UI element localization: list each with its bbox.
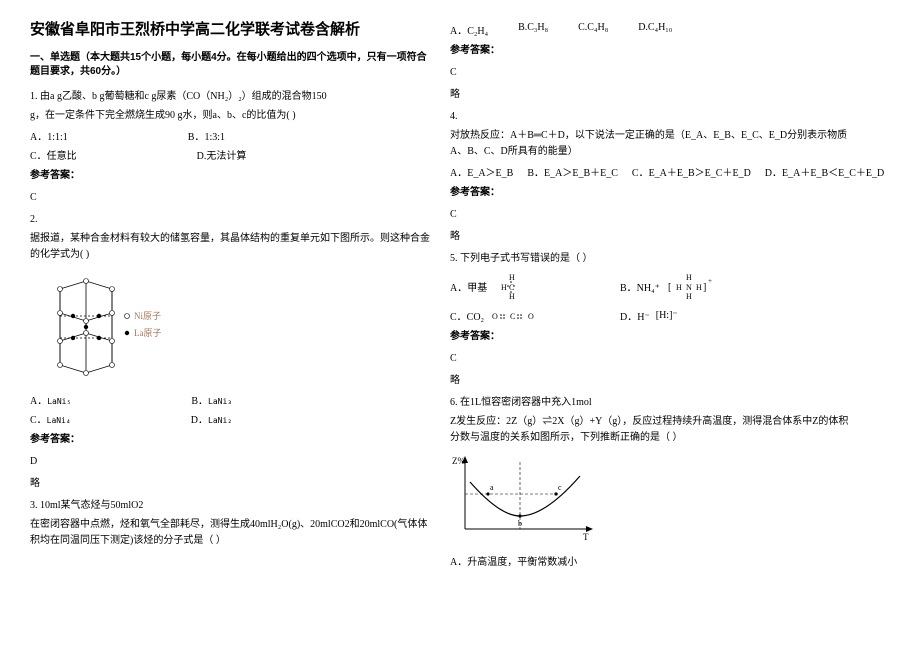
q2-opt-d-label: D．	[191, 415, 208, 426]
crystal-diagram: Ni原子 La原子	[30, 271, 430, 384]
svg-text:H: H	[509, 292, 515, 299]
right-column: A．C₂H₄ B.C₃H₈ C.C₄H₈ D.C₄H₁₀ 参考答案： C 略 4…	[440, 0, 880, 574]
svg-text:H: H	[686, 273, 692, 282]
q2-opt-a-label: A．	[30, 396, 47, 407]
legend-la: La原子	[134, 328, 162, 338]
q3-opt-b: B.C₃H₈	[518, 22, 548, 37]
q3-opt-d: D.C₄H₁₀	[638, 22, 672, 37]
q2-lue: 略	[30, 476, 430, 492]
q2-opt-b: LaNi₃	[208, 397, 232, 406]
q2-opt-b-label: B．	[191, 396, 208, 407]
q6-line2: Z发生反应：2Z（g）⇌2X（g）+Y（g），反应过程持续升高温度，测得混合体系…	[450, 414, 850, 446]
legend-ni: Ni原子	[134, 311, 161, 321]
q2-opt-c-label: C．	[30, 415, 47, 426]
q4-opt-b: B．E_A＞E_B＋E_C	[527, 164, 618, 179]
q2-opt-d: LaNi₂	[208, 416, 232, 425]
svg-text:O: O	[528, 312, 534, 321]
doc-title: 安徽省阜阳市王烈桥中学高二化学联考试卷含解析	[30, 18, 430, 39]
svg-text:O: O	[492, 312, 498, 321]
q4-num: 4.	[450, 109, 850, 125]
lewis-co2-icon: O C O	[490, 307, 538, 323]
q6-line1: 6. 在1L恒容密闭容器中充入1mol	[450, 395, 850, 411]
svg-text:C: C	[510, 312, 515, 321]
lewis-ch3-icon: H H C H	[493, 273, 529, 299]
q3-opt-a: A．C₂H₄	[450, 22, 488, 37]
q3-lue: 略	[450, 87, 850, 103]
q4-text: 对放热反应：A＋B═C＋D，以下说法一定正确的是（E_A、E_B、E_C、E_D…	[450, 128, 850, 160]
q2-opt-a: LaNi₅	[47, 397, 71, 406]
svg-text:[: [	[668, 282, 671, 293]
section-header: 一、单选题（本大题共15个小题，每小题4分。在每小题给出的四个选项中，只有一项符…	[30, 51, 430, 79]
answer-label-5: 参考答案：	[450, 329, 850, 345]
q5-opt-a: A．甲基	[450, 279, 487, 294]
q6-opt-a: A．升高温度，平衡常数减小	[450, 555, 850, 571]
q3-line2: 在密闭容器中点燃，烃和氧气全部耗尽，测得生成40mlH₂O(g)、20mlCO2…	[30, 517, 430, 549]
left-column: 安徽省阜阳市王烈桥中学高二化学联考试卷含解析 一、单选题（本大题共15个小题，每…	[0, 0, 440, 574]
answer-label-3: 参考答案：	[450, 43, 850, 59]
chart-pt-c: c	[558, 483, 562, 492]
q4-opt-a: A．E_A＞E_B	[450, 164, 513, 179]
curve-diagram: Z% T a b c	[450, 454, 850, 547]
q4-lue: 略	[450, 229, 850, 245]
lewis-nh4-icon: [ H H N H H ] +	[666, 273, 716, 299]
q1-line1: 1. 由a g乙酸、b g葡萄糖和c g尿素（CO（NH₂）₂）组成的混合物15…	[30, 89, 430, 105]
q5-lue: 略	[450, 373, 850, 389]
q1-opts-row2: C．任意比 D.无法计算	[30, 147, 430, 162]
q4-opt-d: D．E_A＋E_B＜E_C＋E_D	[765, 164, 884, 179]
q3-line1: 3. 10ml某气态烃与50mlO2	[30, 498, 430, 514]
q5-opt-d: D．H⁻	[620, 308, 650, 323]
q1-opt-b: B．1:3:1	[188, 128, 225, 143]
q5-opt-c: C．CO₂	[450, 308, 484, 323]
svg-text:N: N	[686, 283, 692, 292]
q4-opt-c: C．E_A＋E_B＞E_C＋E_D	[632, 164, 751, 179]
q1-opt-a: A．1:1:1	[30, 128, 68, 143]
svg-text:H: H	[696, 283, 702, 292]
chart-yaxis: Z%	[452, 456, 465, 466]
q4-opts: A．E_A＞E_B B．E_A＞E_B＋E_C C．E_A＋E_B＞E_C＋E_…	[450, 164, 850, 179]
q1-opt-c: C．任意比	[30, 147, 77, 162]
svg-text:]: ]	[703, 282, 706, 293]
q3-opt-c: C.C₄H₈	[578, 22, 608, 37]
answer-label-2: 参考答案：	[30, 432, 430, 448]
q1-opts-row1: A．1:1:1 B．1:3:1	[30, 128, 430, 143]
q1-line2: g，在一定条件下完全燃烧生成90 g水，则a、b、c的比值为( )	[30, 108, 430, 124]
q2-opts-row1: A．LaNi₅ B．LaNi₃	[30, 392, 430, 407]
answer-label: 参考答案：	[30, 168, 430, 184]
q2-opt-c: LaNi₄	[47, 416, 71, 425]
svg-text:H: H	[501, 283, 507, 292]
svg-text:C: C	[509, 283, 514, 292]
q5-opts: A．甲基 H H C H B．NH₄⁺ [ H H N H	[450, 273, 850, 323]
svg-text:H: H	[676, 283, 682, 292]
chart-xaxis: T	[583, 532, 589, 542]
q3-answer: C	[450, 65, 850, 81]
q5-opt-b: B．NH₄⁺	[620, 279, 660, 294]
chart-pt-b: b	[518, 519, 522, 528]
q5-text: 5. 下列电子式书写错误的是（ ）	[450, 251, 850, 267]
q2-answer: D	[30, 454, 430, 470]
svg-text:H: H	[686, 292, 692, 299]
svg-text:+: +	[708, 277, 712, 285]
q1-answer: C	[30, 190, 430, 206]
q3-opts: A．C₂H₄ B.C₃H₈ C.C₄H₈ D.C₄H₁₀	[450, 22, 850, 37]
q2-opts-row2: C．LaNi₄ D．LaNi₂	[30, 411, 430, 426]
answer-label-4: 参考答案：	[450, 185, 850, 201]
q2-text: 据报道，某种合金材料有较大的储氢容量，其晶体结构的重复单元如下图所示。则这种合金…	[30, 231, 430, 263]
svg-text:H: H	[509, 273, 515, 282]
q4-answer: C	[450, 207, 850, 223]
chart-pt-a: a	[490, 483, 494, 492]
q5-opt-d-formula: [H:]⁻	[656, 310, 678, 321]
q2-num: 2.	[30, 212, 430, 228]
q1-opt-d: D.无法计算	[197, 147, 247, 162]
q5-answer: C	[450, 351, 850, 367]
